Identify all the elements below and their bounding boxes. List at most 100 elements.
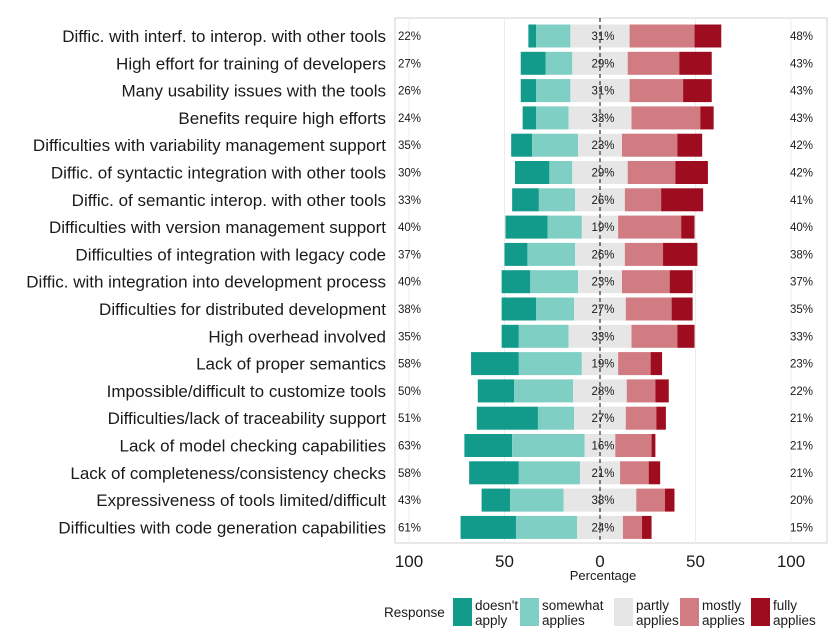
bar-segment-somewhat (536, 297, 575, 321)
bar-segment-doesnt (460, 515, 516, 539)
bar-segment-fully (650, 352, 663, 376)
neutral-percent-label: 19% (591, 222, 614, 234)
category-label: Lack of model checking capabilities (120, 437, 386, 456)
x-tick-label: 100 (777, 552, 805, 571)
left-percent-label: 27% (398, 58, 421, 70)
bar-segment-partly (575, 242, 625, 266)
bar-segment-mostly (622, 515, 643, 539)
legend-swatch-mostly (680, 598, 699, 626)
bar-segment-partly (575, 188, 625, 212)
left-percent-label: 58% (398, 359, 421, 371)
left-percent-label: 51% (398, 413, 421, 425)
bar-segment-doesnt (511, 133, 533, 157)
left-percent-label: 61% (398, 522, 421, 534)
bar-segment-doesnt (501, 324, 519, 348)
neutral-percent-label: 31% (591, 31, 614, 43)
bar-segment-doesnt (464, 434, 513, 457)
bar-segment-mostly (625, 297, 672, 321)
bar-segment-mostly (618, 352, 651, 376)
bar-segment-doesnt (471, 352, 519, 376)
bar-segment-somewhat (527, 242, 576, 266)
neutral-percent-label: 21% (591, 468, 614, 480)
bar-segment-doesnt (469, 461, 519, 485)
left-percent-label: 40% (398, 277, 421, 289)
left-percent-label: 22% (398, 31, 421, 43)
bar-segment-somewhat (545, 51, 573, 75)
bar-segment-somewhat (537, 406, 575, 430)
legend-swatch-somewhat (520, 598, 539, 626)
bar-segment-doesnt (512, 188, 539, 212)
bar-segment-fully (664, 488, 675, 512)
bar-segment-mostly (636, 488, 665, 512)
bar-segment-mostly (625, 406, 657, 430)
bar-segment-somewhat (512, 434, 585, 457)
x-tick-label: 100 (395, 552, 423, 571)
bar-segment-somewhat (514, 379, 574, 403)
bar-segment-somewhat (549, 161, 573, 184)
x-tick-label: 50 (686, 552, 705, 571)
bar-segment-fully (694, 24, 722, 48)
legend-label: fully (773, 598, 797, 613)
bar-segment-doesnt (528, 24, 537, 48)
bar-segment-mostly (631, 106, 701, 130)
bar-segment-somewhat (530, 270, 579, 294)
bar-segment-somewhat (515, 515, 578, 539)
bar-segment-mostly (615, 434, 652, 457)
legend-label: applies (636, 613, 679, 628)
right-percent-label: 21% (790, 468, 813, 480)
bar-segment-mostly (627, 51, 680, 75)
bar-segment-mostly (624, 188, 662, 212)
category-label: Difficulties with code generation capabi… (58, 518, 386, 537)
bar-segment-fully (675, 161, 708, 184)
category-label: Difficulties of integration with legacy … (75, 245, 386, 264)
bar-segment-somewhat (518, 324, 569, 348)
bar-segment-doesnt (481, 488, 511, 512)
x-axis-title: Percentage (570, 568, 637, 583)
right-percent-label: 43% (790, 86, 813, 98)
left-percent-label: 37% (398, 249, 421, 261)
right-percent-label: 43% (790, 113, 813, 125)
bar-segment-doesnt (501, 270, 531, 294)
bar-segment-mostly (629, 24, 695, 48)
right-percent-label: 15% (790, 522, 813, 534)
neutral-percent-label: 26% (591, 195, 614, 207)
left-percent-label: 38% (398, 304, 421, 316)
right-percent-label: 43% (790, 58, 813, 70)
left-percent-label: 24% (398, 113, 421, 125)
neutral-percent-label: 23% (591, 277, 614, 289)
bar-segment-doesnt (522, 106, 537, 130)
left-percent-label: 43% (398, 495, 421, 507)
neutral-percent-label: 26% (591, 249, 614, 261)
bar-segment-somewhat (536, 79, 571, 103)
category-label: Difficulties for distributed development (99, 300, 386, 319)
category-label: Lack of completeness/consistency checks (70, 464, 386, 483)
neutral-percent-label: 23% (591, 140, 614, 152)
neutral-percent-label: 24% (591, 522, 614, 534)
bar-segment-somewhat (536, 106, 569, 130)
legend-label: apply (475, 613, 508, 628)
bar-segment-fully (663, 242, 698, 266)
bar-segment-partly (578, 270, 622, 294)
category-label: Impossible/difficult to customize tools (107, 382, 386, 401)
right-percent-label: 33% (790, 331, 813, 343)
bar-segment-mostly (626, 379, 656, 403)
left-percent-label: 26% (398, 86, 421, 98)
bar-segment-doesnt (501, 297, 537, 321)
right-percent-label: 42% (790, 168, 813, 180)
bar-segment-mostly (621, 270, 670, 294)
bar-segment-fully (648, 461, 661, 485)
neutral-percent-label: 16% (591, 441, 614, 453)
bar-segment-fully (651, 434, 656, 457)
legend-label: doesn't (475, 598, 518, 613)
right-percent-label: 21% (790, 413, 813, 425)
bar-segment-mostly (629, 79, 684, 103)
neutral-percent-label: 29% (591, 168, 614, 180)
right-percent-label: 22% (790, 386, 813, 398)
left-percent-label: 50% (398, 386, 421, 398)
bar-segment-somewhat (538, 188, 576, 212)
bar-segment-doesnt (520, 79, 537, 103)
category-label: Many usability issues with the tools (121, 82, 386, 101)
bar-segment-doesnt (477, 379, 515, 403)
legend-label: applies (773, 613, 816, 628)
